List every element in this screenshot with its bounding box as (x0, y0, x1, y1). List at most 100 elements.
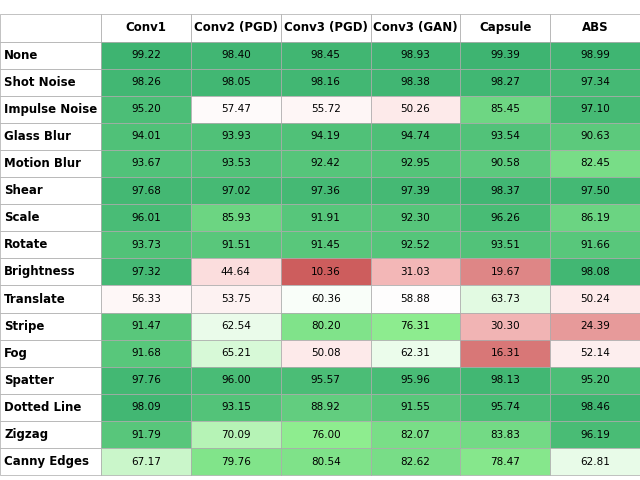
Bar (0, 312, 101, 340)
Bar (281, 123, 371, 150)
Text: 98.27: 98.27 (490, 77, 520, 87)
Text: 98.13: 98.13 (490, 375, 520, 385)
Text: 98.40: 98.40 (221, 50, 251, 60)
Bar (550, 312, 640, 340)
Text: Capsule: Capsule (479, 22, 531, 35)
Text: 92.52: 92.52 (401, 240, 431, 250)
Text: 44.64: 44.64 (221, 267, 251, 277)
Text: Brightness: Brightness (4, 265, 76, 278)
Bar (371, 340, 460, 367)
Text: 98.08: 98.08 (580, 267, 610, 277)
Bar (0, 96, 101, 123)
Bar (101, 231, 191, 258)
Text: 92.30: 92.30 (401, 213, 430, 223)
Bar (0, 367, 101, 394)
Bar (0, 394, 101, 421)
Bar (460, 204, 550, 231)
Bar (281, 312, 371, 340)
Bar (281, 41, 371, 69)
Text: ABS: ABS (582, 22, 609, 35)
Bar (281, 340, 371, 367)
Text: Conv1: Conv1 (125, 22, 166, 35)
Bar (281, 448, 371, 475)
Text: 90.63: 90.63 (580, 132, 610, 142)
Text: 10.36: 10.36 (311, 267, 340, 277)
Text: Conv2 (PGD): Conv2 (PGD) (194, 22, 278, 35)
Bar (460, 421, 550, 448)
Text: 98.16: 98.16 (310, 77, 340, 87)
Text: 93.67: 93.67 (131, 158, 161, 168)
Bar (371, 312, 460, 340)
Text: 92.95: 92.95 (401, 158, 431, 168)
Text: 96.19: 96.19 (580, 430, 610, 440)
Bar (281, 69, 371, 96)
Text: 50.26: 50.26 (401, 104, 430, 114)
Text: 91.45: 91.45 (310, 240, 340, 250)
Text: 97.02: 97.02 (221, 186, 251, 195)
Bar (460, 14, 550, 41)
Bar (281, 286, 371, 312)
Text: 83.83: 83.83 (490, 430, 520, 440)
Bar (191, 177, 281, 204)
Bar (550, 150, 640, 177)
Bar (371, 367, 460, 394)
Text: Fog: Fog (4, 347, 28, 360)
Bar (460, 312, 550, 340)
Bar (191, 14, 281, 41)
Text: 92.42: 92.42 (310, 158, 340, 168)
Bar (101, 204, 191, 231)
Bar (460, 258, 550, 286)
Bar (191, 421, 281, 448)
Text: Glass Blur: Glass Blur (4, 130, 71, 143)
Text: 70.09: 70.09 (221, 430, 251, 440)
Bar (0, 204, 101, 231)
Bar (191, 286, 281, 312)
Text: 31.03: 31.03 (401, 267, 430, 277)
Text: 98.93: 98.93 (401, 50, 431, 60)
Text: 86.19: 86.19 (580, 213, 610, 223)
Text: 79.76: 79.76 (221, 456, 251, 467)
Text: 91.91: 91.91 (310, 213, 340, 223)
Text: 93.51: 93.51 (490, 240, 520, 250)
Text: 93.54: 93.54 (490, 132, 520, 142)
Bar (371, 258, 460, 286)
Bar (460, 231, 550, 258)
Bar (460, 150, 550, 177)
Bar (281, 394, 371, 421)
Text: 67.17: 67.17 (131, 456, 161, 467)
Text: 57.47: 57.47 (221, 104, 251, 114)
Bar (0, 14, 101, 41)
Text: 62.54: 62.54 (221, 321, 251, 331)
Text: 80.54: 80.54 (311, 456, 340, 467)
Text: 16.31: 16.31 (490, 348, 520, 358)
Text: 95.20: 95.20 (580, 375, 610, 385)
Text: 56.33: 56.33 (131, 294, 161, 304)
Text: Shear: Shear (4, 184, 43, 197)
Bar (281, 204, 371, 231)
Bar (371, 231, 460, 258)
Bar (550, 367, 640, 394)
Text: 78.47: 78.47 (490, 456, 520, 467)
Bar (101, 286, 191, 312)
Text: 82.45: 82.45 (580, 158, 610, 168)
Bar (101, 96, 191, 123)
Text: 98.45: 98.45 (310, 50, 340, 60)
Bar (101, 177, 191, 204)
Bar (191, 258, 281, 286)
Bar (371, 448, 460, 475)
Bar (191, 340, 281, 367)
Text: Conv3 (GAN): Conv3 (GAN) (373, 22, 458, 35)
Text: 97.68: 97.68 (131, 186, 161, 195)
Text: 98.05: 98.05 (221, 77, 251, 87)
Text: 19.67: 19.67 (490, 267, 520, 277)
Text: 63.73: 63.73 (490, 294, 520, 304)
Text: 76.00: 76.00 (311, 430, 340, 440)
Text: 97.10: 97.10 (580, 104, 610, 114)
Text: 97.36: 97.36 (310, 186, 340, 195)
Text: 94.19: 94.19 (310, 132, 340, 142)
Bar (191, 41, 281, 69)
Bar (0, 177, 101, 204)
Bar (101, 258, 191, 286)
Bar (191, 150, 281, 177)
Bar (550, 41, 640, 69)
